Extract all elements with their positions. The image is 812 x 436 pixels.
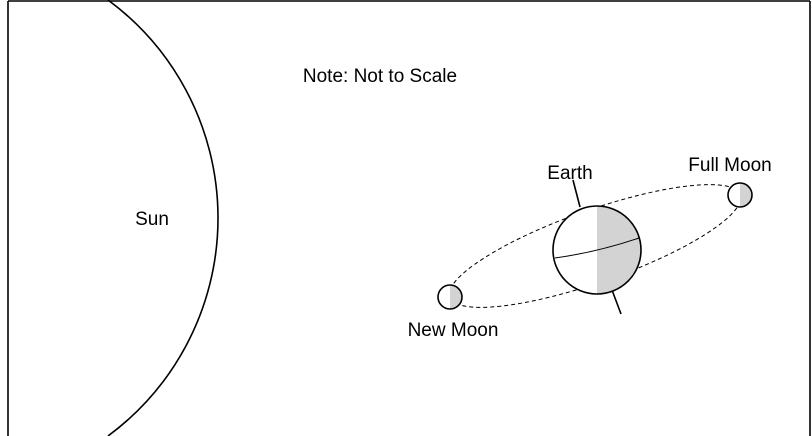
- earth-axis-top: [573, 180, 580, 207]
- new-moon: [438, 285, 462, 309]
- new-moon-shadow: [450, 285, 462, 309]
- full-moon: [728, 183, 752, 207]
- page: {"note": "Note: Not to Scale", "labels":…: [0, 0, 812, 436]
- sun-label: Sun: [135, 209, 169, 230]
- new-moon-label: New Moon: [408, 320, 499, 341]
- earth-axis-bottom: [612, 290, 621, 314]
- note: Note: Not to Scale: [303, 66, 457, 87]
- full-moon-label: Full Moon: [688, 155, 771, 176]
- diagram: Sun Note: Not to Scale Earth Full Moon N…: [0, 0, 812, 436]
- earth-label: Earth: [547, 163, 592, 184]
- earth: [553, 180, 641, 314]
- full-moon-shadow: [740, 183, 752, 207]
- earth-shadow: [597, 206, 641, 294]
